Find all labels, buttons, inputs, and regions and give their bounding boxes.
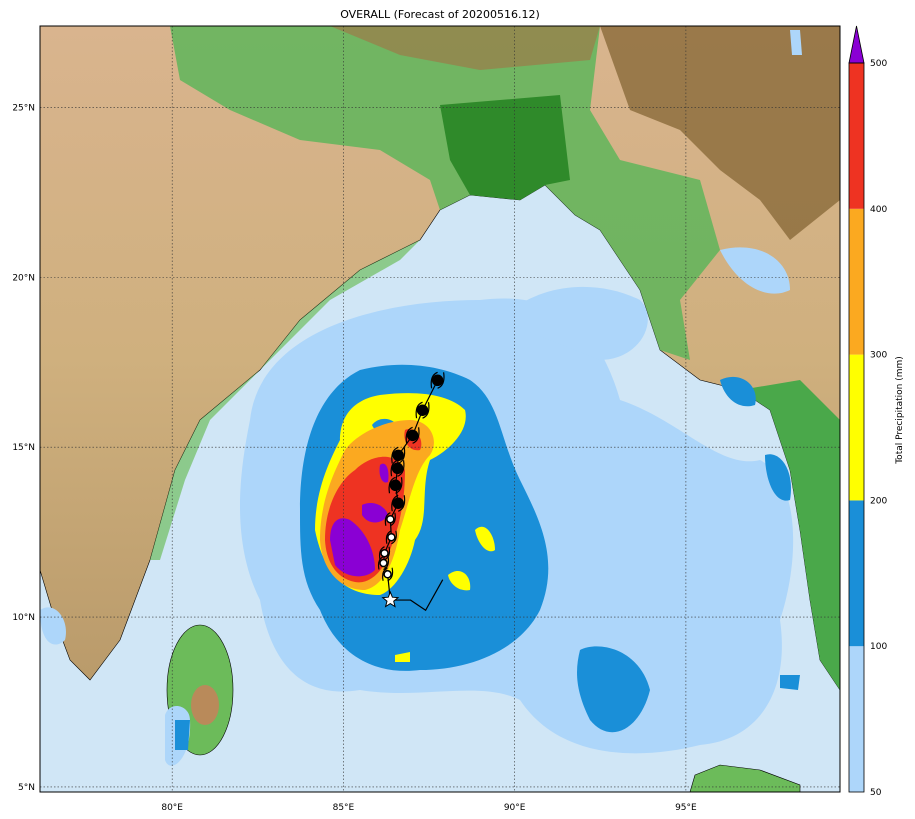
past-track-line bbox=[390, 579, 444, 612]
cyclone-arm bbox=[391, 494, 399, 512]
map-title: OVERALL (Forecast of 20200516.12) bbox=[340, 8, 540, 21]
cyclone-arm bbox=[391, 530, 397, 545]
land-mountains bbox=[600, 26, 840, 240]
cyclone-arm bbox=[388, 476, 396, 494]
lon-tick-label: 90°E bbox=[504, 803, 526, 813]
land-sri-lanka-highland bbox=[191, 685, 219, 725]
lat-tick-label: 20°N bbox=[12, 273, 35, 283]
cyclone-symbol-filled bbox=[392, 497, 404, 510]
colorbar-tick-label: 50 bbox=[870, 788, 882, 798]
storm-genesis-star bbox=[381, 590, 400, 608]
precip-over-500 bbox=[330, 463, 389, 577]
cyclone-arm bbox=[397, 495, 406, 512]
lon-tick-label: 80°E bbox=[161, 803, 183, 813]
cyclone-symbol-open bbox=[380, 548, 389, 558]
cyclone-arm bbox=[405, 426, 413, 444]
colorbar-segment bbox=[849, 208, 864, 355]
cyclone-arm bbox=[382, 567, 388, 581]
colorbar-segment bbox=[849, 646, 864, 792]
cyclone-arm bbox=[385, 530, 392, 544]
cyclone-arm bbox=[378, 546, 385, 560]
colorbar-label: Total Precipitation (mm) bbox=[895, 356, 905, 465]
cyclone-arm bbox=[397, 460, 405, 477]
land-malay bbox=[689, 764, 801, 792]
colorbar-tick-label: 200 bbox=[870, 496, 887, 506]
cyclone-symbol-open bbox=[387, 532, 396, 542]
colorbar: 50 100 200 300 400 500 bbox=[848, 25, 887, 798]
colorbar-segment bbox=[849, 354, 864, 501]
cyclone-arm bbox=[384, 512, 391, 526]
lon-tick-label: 85°E bbox=[333, 803, 355, 813]
storm-track bbox=[377, 371, 445, 612]
land-myanmar-coast bbox=[740, 380, 840, 690]
lat-tick-label: 15°N bbox=[12, 443, 35, 453]
graticule bbox=[40, 26, 840, 792]
land-green-plains bbox=[170, 26, 720, 360]
cyclone-arm bbox=[412, 427, 420, 444]
lat-tick-label: 25°N bbox=[12, 104, 35, 114]
cyclone-arm bbox=[437, 372, 445, 389]
colorbar-segment bbox=[849, 63, 864, 209]
colorbar-tick-label: 500 bbox=[870, 59, 887, 69]
land-himalaya bbox=[330, 26, 600, 70]
cyclone-symbol-open bbox=[383, 570, 392, 579]
cyclone-symbol-filled bbox=[391, 462, 404, 475]
cyclone-arm bbox=[422, 402, 430, 419]
cyclone-symbol-filled bbox=[431, 374, 444, 387]
colorbar-tick-label: 400 bbox=[870, 205, 887, 215]
cyclone-arm bbox=[390, 512, 396, 527]
cyclone-symbol-filled bbox=[406, 429, 419, 442]
cyclone-arm bbox=[391, 446, 399, 464]
cyclone-arm bbox=[387, 567, 394, 582]
cyclone-symbol-open bbox=[379, 558, 388, 568]
cyclone-symbol-open bbox=[386, 514, 395, 524]
colorbar-tick-label: 100 bbox=[870, 642, 887, 652]
colorbar-tick-label: 300 bbox=[870, 351, 887, 361]
cyclone-arm bbox=[397, 447, 406, 464]
land-delta bbox=[440, 95, 570, 200]
colorbar-extend-arrow bbox=[848, 25, 865, 64]
lat-tick-label: 10°N bbox=[12, 613, 35, 623]
cyclone-arm bbox=[377, 556, 384, 570]
lon-tick-label: 95°E bbox=[675, 803, 697, 813]
axis-ticks: 80°E 85°E 90°E 95°E 5°N 10°N 15°N 20°N 25°N bbox=[12, 104, 697, 813]
lat-tick-label: 5°N bbox=[18, 783, 35, 793]
cyclone-symbol-filled bbox=[416, 404, 429, 416]
colorbar-frame bbox=[848, 62, 865, 793]
cyclone-arm bbox=[383, 556, 390, 571]
map-frame bbox=[39, 25, 841, 793]
cyclone-arm bbox=[430, 371, 438, 389]
cyclone-arm bbox=[395, 477, 403, 494]
cyclone-arm bbox=[415, 401, 423, 419]
colorbar-segment bbox=[849, 500, 864, 647]
cyclone-symbol-filled bbox=[389, 479, 402, 492]
cyclone-symbol-filled bbox=[392, 449, 404, 462]
cyclone-arm bbox=[384, 546, 391, 561]
cyclone-arm bbox=[390, 459, 398, 477]
